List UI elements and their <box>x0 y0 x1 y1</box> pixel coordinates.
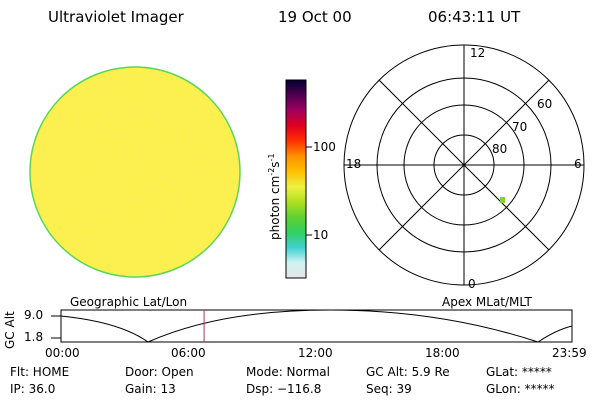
timeline-ytick-9: 9.0 <box>24 308 44 322</box>
polar-hour-18: 18 <box>346 157 362 171</box>
polar-lat-80: 80 <box>492 142 508 156</box>
status-door: Door: Open <box>125 365 194 379</box>
polar-data-pixel <box>500 197 505 203</box>
status-dsp: Dsp: −116.8 <box>246 382 322 396</box>
timeline-xtick-0600: 06:00 <box>171 346 206 360</box>
polar-hour-12: 12 <box>470 46 486 60</box>
globe-rim <box>29 66 241 278</box>
status-glon: GLon: ***** <box>486 382 555 396</box>
timeline-xtick-0000: 00:00 <box>45 346 80 360</box>
timeline-xtick-2359: 23:59 <box>552 346 587 360</box>
status-seq: Seq: 39 <box>366 382 412 396</box>
polar-plot-title: Apex MLat/MLT <box>442 295 532 309</box>
status-gc-alt: GC Alt: 5.9 Re <box>366 365 450 379</box>
altitude-curve <box>60 309 573 343</box>
polar-lat-60: 60 <box>537 97 553 111</box>
globe-speckle <box>30 67 240 277</box>
status-gain: Gain: 13 <box>125 382 176 396</box>
timeline-frame <box>60 309 573 343</box>
status-ip: IP: 36.0 <box>10 382 56 396</box>
polar-hour-0: 0 <box>468 277 476 291</box>
status-glat: GLat: ***** <box>486 365 552 379</box>
colorbar-tick-label-10: 10 <box>313 228 329 242</box>
status-flight: Flt: HOME <box>10 365 70 379</box>
polar-lat-70: 70 <box>512 120 528 134</box>
timeline-ytick-1-8: 1.8 <box>24 330 44 344</box>
polar-diag-2 <box>378 79 550 251</box>
observation-date: 19 Oct 00 <box>278 8 352 26</box>
timeline-ylabel: GC Alt <box>3 311 17 349</box>
colorbar-tick-label-100: 100 <box>313 140 336 154</box>
colorbar-gradient <box>285 79 307 279</box>
observation-time: 06:43:11 UT <box>428 8 521 26</box>
geo-plot-title: Geographic Lat/Lon <box>70 295 188 309</box>
status-mode: Mode: Normal <box>246 365 330 379</box>
polar-hour-6: 6 <box>574 157 582 171</box>
timeline-xtick-1200: 12:00 <box>298 346 333 360</box>
timeline-xtick-1800: 18:00 <box>425 346 460 360</box>
instrument-title: Ultraviolet Imager <box>48 8 184 26</box>
